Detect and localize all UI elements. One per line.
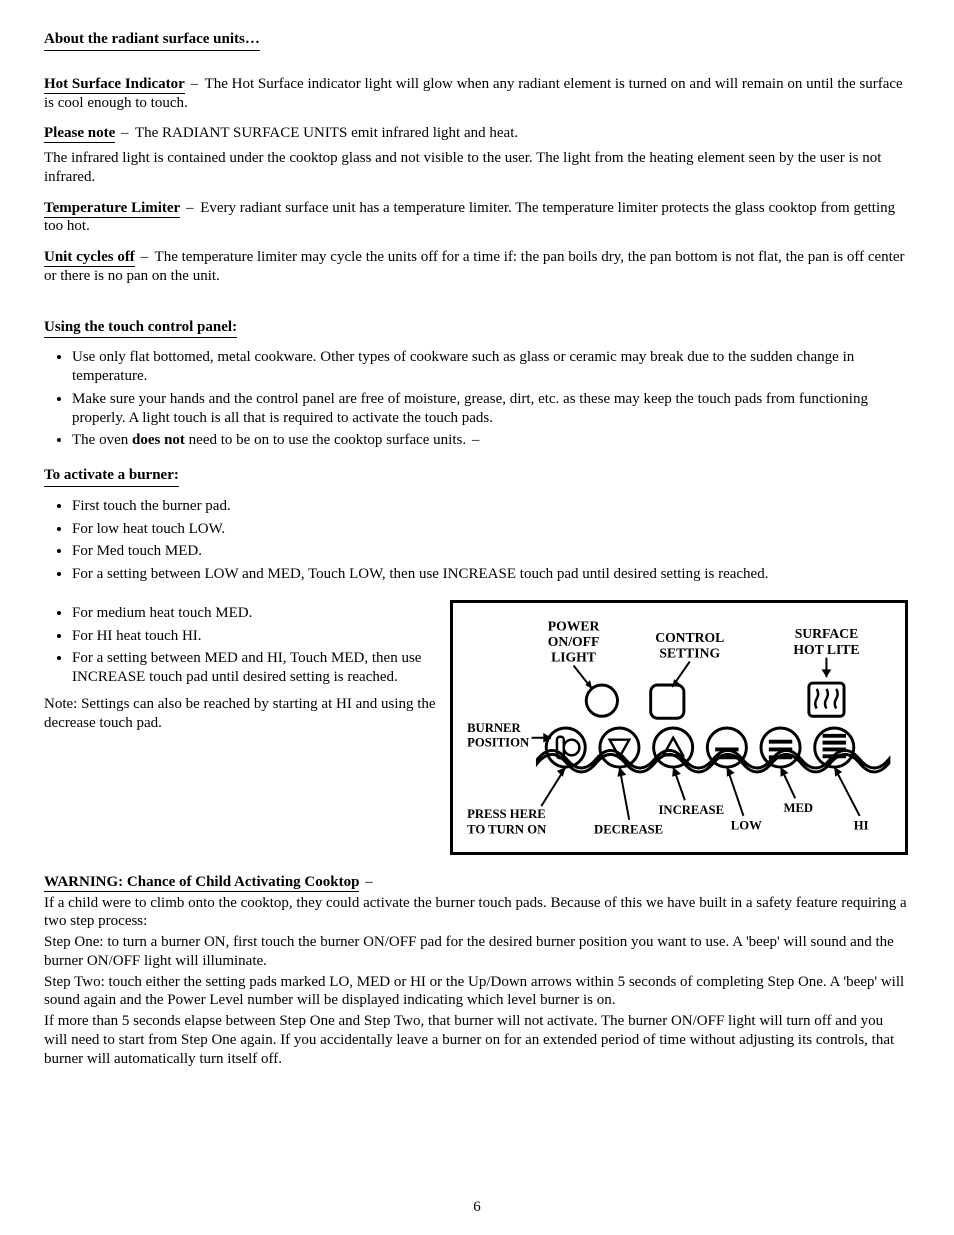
low-button xyxy=(707,728,746,767)
control-panel-svg: POWER ON/OFF LIGHT CONTROL SETTING SURFA… xyxy=(453,603,905,852)
page: About the radiant surface units… Hot Sur… xyxy=(0,0,954,1235)
hot-surface-title: Hot Surface Indicator xyxy=(44,76,185,94)
dash: – xyxy=(363,874,376,890)
warning-body1: If a child were to climb onto the cookto… xyxy=(44,894,910,932)
list-item: The oven does not need to be on to use t… xyxy=(72,431,910,450)
control-setting-icon xyxy=(651,685,684,718)
controls-block: Using the touch control panel: Use only … xyxy=(44,318,910,451)
label-increase: INCREASE xyxy=(658,803,724,817)
label-hot2: HOT LITE xyxy=(793,642,859,657)
hi-button xyxy=(815,728,854,767)
warning-body2: If more than 5 seconds elapse between St… xyxy=(44,1012,910,1068)
ir-body2: The infrared light is contained under th… xyxy=(44,150,881,185)
section-title: About the radiant surface units… xyxy=(44,30,260,51)
ir-title: Please note xyxy=(44,125,115,143)
arrow-head xyxy=(727,767,735,777)
page-number: 6 xyxy=(0,1198,954,1217)
list-item: For a setting between LOW and MED, Touch… xyxy=(72,565,910,584)
cycle-off-para: Unit cycles off – The temperature limite… xyxy=(44,248,910,286)
dash: – xyxy=(139,249,152,265)
activate-title: To activate a burner: xyxy=(44,466,179,487)
list-item: Make sure your hands and the control pan… xyxy=(72,390,910,428)
figure-col: POWER ON/OFF LIGHT CONTROL SETTING SURFA… xyxy=(450,600,910,855)
activate-list-1: First touch the burner pad. For low heat… xyxy=(44,497,910,584)
arrow-head xyxy=(822,669,832,677)
label-low: LOW xyxy=(731,818,762,832)
activate-list-2: For medium heat touch MED. For HI heat t… xyxy=(44,604,438,687)
activate-note: Note: Settings can also be reached by st… xyxy=(44,695,438,733)
warning-step2: Step Two: touch either the setting pads … xyxy=(44,973,910,1011)
section-title-block: About the radiant surface units… xyxy=(44,30,910,57)
dash: – xyxy=(470,432,483,448)
warning-step1: Step One: to turn a burner ON, first tou… xyxy=(44,933,910,971)
label-power3: LIGHT xyxy=(551,649,596,664)
need-rest: need to be on to use the cooktop surface… xyxy=(189,432,466,448)
warning-block: WARNING: Chance of Child Activating Cook… xyxy=(44,873,910,1069)
label-med: MED xyxy=(783,801,813,815)
heat-wave-icon xyxy=(815,689,818,709)
controls-list: Use only flat bottomed, metal cookware. … xyxy=(44,348,910,450)
label-press2: TO TURN ON xyxy=(467,822,546,836)
cycle-off-body: The temperature limiter may cycle the un… xyxy=(44,249,904,284)
dash: – xyxy=(119,125,132,141)
label-power2: ON/OFF xyxy=(548,634,600,649)
cycle-off-title: Unit cycles off xyxy=(44,249,135,267)
list-item: For medium heat touch MED. xyxy=(72,604,438,623)
heat-wave-icon xyxy=(835,689,838,709)
activate-left-col: For medium heat touch MED. For HI heat t… xyxy=(44,600,450,855)
label-hi: HI xyxy=(854,818,869,832)
label-power: POWER xyxy=(548,618,600,633)
label-hot: SURFACE xyxy=(795,626,858,641)
heat-wave-icon xyxy=(825,689,828,709)
ir-body1: The RADIANT SURFACE UNITS emit infrared … xyxy=(135,125,518,141)
controls-title: Using the touch control panel: xyxy=(44,318,237,339)
increase-button xyxy=(654,728,693,767)
list-item: Use only flat bottomed, metal cookware. … xyxy=(72,348,910,386)
dash: – xyxy=(184,200,197,216)
list-item: For a setting between MED and HI, Touch … xyxy=(72,649,438,687)
label-burner: BURNER xyxy=(467,721,521,735)
med-button xyxy=(761,728,800,767)
list-item: For low heat touch LOW. xyxy=(72,520,910,539)
dash: – xyxy=(189,76,202,92)
label-control: CONTROL xyxy=(655,630,724,645)
label-press1: PRESS HERE xyxy=(467,807,546,821)
list-item: For HI heat touch HI. xyxy=(72,627,438,646)
list-item: For Med touch MED. xyxy=(72,542,910,561)
does-not-bold: does not xyxy=(132,432,185,448)
control-panel-figure: POWER ON/OFF LIGHT CONTROL SETTING SURFA… xyxy=(450,600,908,855)
warning-title-line: WARNING: Chance of Child Activating Cook… xyxy=(44,873,910,892)
label-decrease: DECREASE xyxy=(594,822,663,836)
label-burner2: POSITION xyxy=(467,735,529,749)
arrow-head xyxy=(672,767,681,777)
warning-title: WARNING: Chance of Child Activating Cook… xyxy=(44,874,359,892)
ir-para2: The infrared light is contained under th… xyxy=(44,149,910,187)
activate-title-block: To activate a burner: xyxy=(44,466,910,493)
arrow-head xyxy=(557,767,566,777)
activate-flex: For medium heat touch MED. For HI heat t… xyxy=(44,600,910,855)
ir-para1: Please note – The RADIANT SURFACE UNITS … xyxy=(44,124,910,143)
power-light-icon xyxy=(586,685,617,716)
temp-limiter-title: Temperature Limiter xyxy=(44,200,180,218)
label-control2: SETTING xyxy=(659,645,720,660)
hot-surface-para: Hot Surface Indicator – The Hot Surface … xyxy=(44,75,910,113)
temp-limiter-para: Temperature Limiter – Every radiant surf… xyxy=(44,199,910,237)
decrease-button xyxy=(600,728,639,767)
list-item: First touch the burner pad. xyxy=(72,497,910,516)
